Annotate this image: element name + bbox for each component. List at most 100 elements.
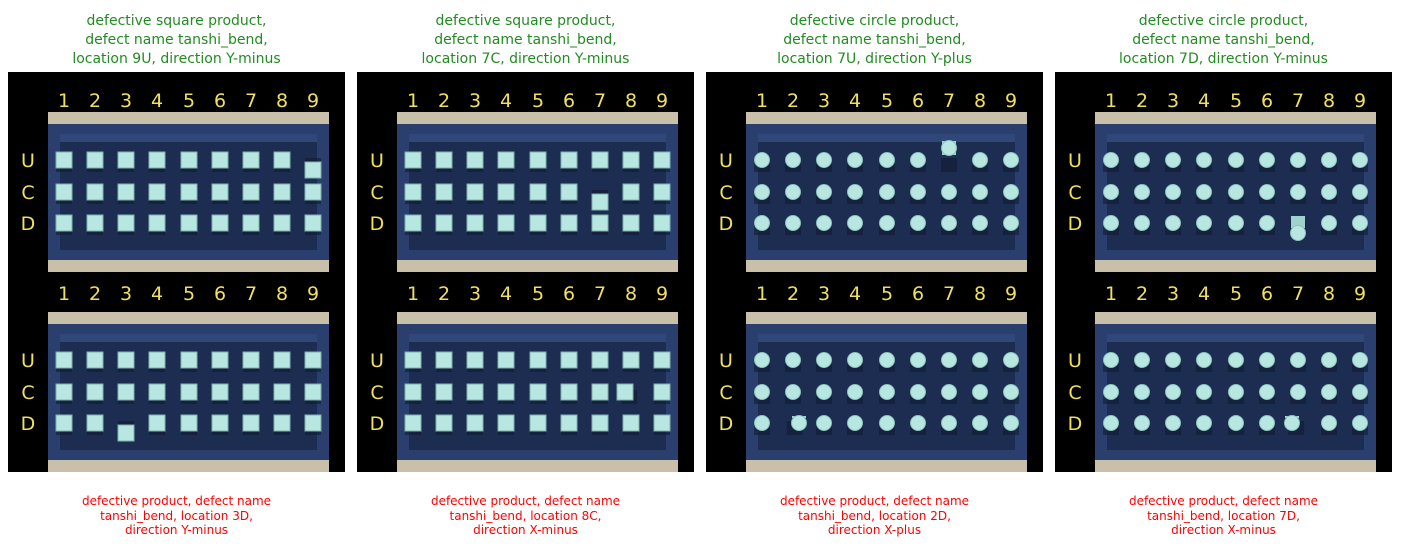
- column-label: 9: [1005, 90, 1017, 112]
- circle-product: [941, 384, 957, 400]
- tray-rim: [1107, 134, 1364, 142]
- circle-product: [847, 215, 863, 231]
- circle-product: [1196, 184, 1212, 200]
- tray-front-wall: [397, 260, 678, 272]
- square-product: [560, 383, 578, 401]
- row-label: C: [370, 182, 383, 204]
- column-label: 3: [469, 90, 481, 112]
- circle-product: [816, 184, 832, 200]
- square-product: [273, 151, 291, 169]
- square-product: [529, 414, 547, 432]
- column-label: 8: [276, 90, 288, 112]
- circle-product: [1259, 384, 1275, 400]
- square-product: [86, 151, 104, 169]
- panel-2: defective square product, defect name ta…: [357, 0, 694, 553]
- square-product: [616, 383, 634, 401]
- column-label: 7: [245, 90, 257, 112]
- circle-product: [1134, 384, 1150, 400]
- row-label: U: [1068, 350, 1082, 372]
- circle-product: [1165, 215, 1181, 231]
- square-product: [242, 151, 260, 169]
- tray-back-wall: [48, 312, 329, 325]
- square-product: [560, 151, 578, 169]
- circle-product: [941, 352, 957, 368]
- square-product: [242, 414, 260, 432]
- square-product: [653, 351, 671, 369]
- circle-product: [1321, 384, 1337, 400]
- row-label: C: [719, 182, 732, 204]
- column-label: 5: [532, 90, 544, 112]
- tray-front-wall: [48, 260, 329, 272]
- circle-product: [847, 415, 863, 431]
- column-label: 6: [1261, 90, 1273, 112]
- circle-product: [1196, 152, 1212, 168]
- square-product: [273, 214, 291, 232]
- column-label: 3: [120, 90, 132, 112]
- circle-product: [910, 384, 926, 400]
- square-product: [653, 414, 671, 432]
- column-label: 5: [881, 283, 893, 305]
- circle-product: [1003, 184, 1019, 200]
- square-product: [273, 351, 291, 369]
- row-label: D: [21, 413, 36, 435]
- column-label: 2: [438, 90, 450, 112]
- caption-line: tanshi_bend, location 3D,: [100, 508, 253, 523]
- circle-product: [1352, 152, 1368, 168]
- column-label: 7: [943, 90, 955, 112]
- square-product: [435, 351, 453, 369]
- product-shadow: [941, 158, 957, 172]
- square-product: [148, 214, 166, 232]
- row-label: D: [370, 413, 385, 435]
- panel-caption: defective product, defect name tanshi_be…: [357, 494, 694, 538]
- column-label: 1: [756, 283, 768, 305]
- column-label: 8: [974, 283, 986, 305]
- caption-line: direction X-plus: [827, 523, 922, 537]
- tray-front-wall: [746, 260, 1027, 272]
- square-product: [497, 214, 515, 232]
- column-label: 6: [912, 90, 924, 112]
- square-product: [180, 414, 198, 432]
- title-line: defective square product,: [86, 13, 267, 29]
- circle-product: [754, 215, 770, 231]
- column-label: 2: [438, 283, 450, 305]
- column-label: 7: [594, 283, 606, 305]
- square-product: [497, 351, 515, 369]
- circle-product: [1321, 184, 1337, 200]
- square-product: [148, 383, 166, 401]
- square-product: [211, 151, 229, 169]
- column-label: 4: [1198, 90, 1210, 112]
- circle-product: [879, 184, 895, 200]
- square-product: [304, 183, 322, 201]
- column-label: 3: [818, 283, 830, 305]
- caption-line: defective product, defect name: [81, 494, 272, 508]
- circle-product: [1134, 152, 1150, 168]
- circle-product: [1352, 215, 1368, 231]
- square-product: [117, 424, 135, 442]
- square-product: [180, 151, 198, 169]
- title-line: defect name tanshi_bend,: [434, 32, 617, 48]
- row-label: C: [21, 382, 34, 404]
- square-product: [466, 351, 484, 369]
- square-product: [435, 214, 453, 232]
- tray-front-wall: [1095, 260, 1376, 272]
- square-product: [653, 183, 671, 201]
- square-product: [591, 414, 609, 432]
- circle-product: [1003, 152, 1019, 168]
- panel-caption: defective product, defect name tanshi_be…: [1055, 494, 1392, 538]
- circle-product: [1228, 215, 1244, 231]
- circle-product: [1352, 184, 1368, 200]
- circle-product: [785, 152, 801, 168]
- circle-product: [879, 415, 895, 431]
- panel-caption: defective product, defect name tanshi_be…: [8, 494, 345, 538]
- row-label: D: [1068, 413, 1083, 435]
- column-label: 6: [912, 283, 924, 305]
- column-label: 3: [818, 90, 830, 112]
- circle-product: [1165, 415, 1181, 431]
- square-product: [404, 414, 422, 432]
- square-product: [180, 183, 198, 201]
- row-label: U: [719, 350, 733, 372]
- circle-product: [1259, 215, 1275, 231]
- circle-product: [879, 384, 895, 400]
- square-product: [560, 214, 578, 232]
